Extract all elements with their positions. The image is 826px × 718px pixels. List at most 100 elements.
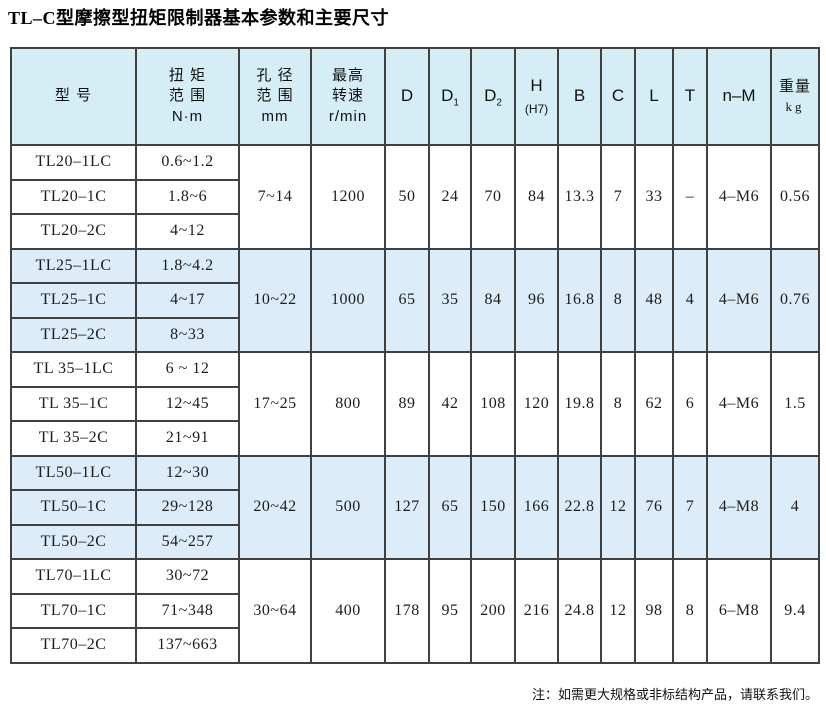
dim-d-cell: 50: [384, 144, 430, 250]
weight-cell: 4: [770, 454, 820, 560]
dim-b-cell: 22.8: [557, 454, 602, 560]
table-header: 型 号 扭 矩 范 围 N·m 孔 径 范 围 mm 最高 转速 r/min D…: [10, 47, 820, 146]
table-row: TL 35–1LC 6 ~ 12 17~25 800 89 42 108 120 19.8 8 62…: [10, 351, 820, 457]
dim-l-cell: 98: [634, 558, 674, 664]
dim-d1-cell: 24: [428, 144, 472, 250]
header-d1: D1: [428, 47, 472, 146]
header-h: H (H7): [514, 47, 559, 146]
dim-c-cell: 8: [600, 351, 636, 457]
dim-c-cell: 12: [600, 558, 636, 664]
model-cell: TL50–2C: [10, 523, 137, 560]
model-cell: TL70–2C: [10, 627, 137, 664]
header-h-tolerance: (H7): [524, 102, 549, 117]
model-cell: TL70–1LC: [10, 558, 137, 595]
table-row: TL50–1LC 12~30 20~42 500 127 65 150 166 22.8 12 76…: [10, 454, 820, 560]
dim-d1-cell: 35: [428, 247, 472, 353]
torque-range-cell: 54~257: [135, 523, 240, 560]
dim-l-cell: 76: [634, 454, 674, 560]
bore-range-cell: 10~22: [238, 247, 312, 353]
weight-cell: 0.56: [770, 144, 820, 250]
dim-d2-cell: 108: [470, 351, 516, 457]
model-cell: TL70–1C: [10, 592, 137, 629]
dim-d2-cell: 200: [470, 558, 516, 664]
bore-range-cell: 7~14: [238, 144, 312, 250]
dim-c-cell: 8: [600, 247, 636, 353]
table-row: TL25–1C 4~17: [10, 282, 819, 319]
torque-range-cell: 1.8~6: [135, 178, 240, 215]
max-speed-cell: 800: [310, 351, 386, 457]
header-d2: D2: [470, 47, 516, 146]
dim-l-cell: 62: [634, 351, 674, 457]
bolts-cell: 4–M6: [706, 144, 772, 250]
header-c: C: [600, 47, 636, 146]
dim-b-cell: 19.8: [557, 351, 602, 457]
model-cell: TL 35–1C: [10, 385, 137, 422]
model-cell: TL20–2C: [10, 213, 137, 250]
page-title: TL–C型摩擦型扭矩限制器基本参数和主要尺寸: [8, 8, 390, 28]
header-nm: n–M: [706, 47, 772, 146]
model-cell: TL 35–2C: [10, 420, 137, 457]
table-body: TL20–1LC 0.6~1.2 7~14 1200 50 24 70 84 13.3 7 33–4…: [10, 144, 820, 664]
bore-range-cell: 17~25: [238, 351, 312, 457]
dim-d2-cell: 150: [470, 454, 516, 560]
table-row: TL20–1LC 0.6~1.2 7~14 1200 50 24 70 84 13.3 7 33–4…: [10, 144, 820, 250]
model-cell: TL50–1C: [10, 489, 137, 526]
model-cell: TL25–1LC: [10, 247, 137, 284]
dim-d2-cell: 84: [470, 247, 516, 353]
table-row: TL 35–2C 21~91: [10, 420, 819, 457]
header-max-speed: 最高 转速 r/min: [310, 47, 386, 146]
bolts-cell: 6–M8: [706, 558, 772, 664]
header-bore-range: 孔 径 范 围 mm: [238, 47, 312, 146]
spec-table: 型 号 扭 矩 范 围 N·m 孔 径 范 围 mm 最高 转速 r/min D…: [10, 47, 820, 664]
table-row: TL50–2C 54~257: [10, 523, 819, 560]
table-row: TL70–1LC 30~72 30~64 400 178 95 200 216 24.8 12 98…: [10, 558, 820, 664]
dim-t-cell: 6: [672, 351, 708, 457]
table-row: TL50–1C 29~128: [10, 489, 819, 526]
dim-l-cell: 48: [634, 247, 674, 353]
dim-b-cell: 16.8: [557, 247, 602, 353]
dim-d1-cell: 42: [428, 351, 472, 457]
bolts-cell: 4–M8: [706, 454, 772, 560]
dim-t-cell: –: [672, 144, 708, 250]
weight-cell: 1.5: [770, 351, 820, 457]
max-speed-cell: 1200: [310, 144, 386, 250]
table-row: TL20–2C 4~12: [10, 213, 819, 250]
dim-b-cell: 13.3: [557, 144, 602, 250]
model-cell: TL25–1C: [10, 282, 137, 319]
dim-h-cell: 96: [514, 247, 559, 353]
model-cell: TL50–1LC: [10, 454, 137, 491]
bolts-cell: 4–M6: [706, 351, 772, 457]
table-row: TL70–1C 71~348: [10, 592, 819, 629]
model-cell: TL25–2C: [10, 316, 137, 353]
torque-range-cell: 12~30: [135, 454, 240, 491]
header-t: T: [672, 47, 708, 146]
dim-c-cell: 7: [600, 144, 636, 250]
dim-t-cell: 8: [672, 558, 708, 664]
torque-range-cell: 71~348: [135, 592, 240, 629]
dim-d2-cell: 70: [470, 144, 516, 250]
torque-range-cell: 12~45: [135, 385, 240, 422]
dim-h-cell: 166: [514, 454, 559, 560]
table-row: TL25–2C 8~33: [10, 316, 819, 353]
dim-d-cell: 127: [384, 454, 430, 560]
header-model: 型 号: [10, 47, 137, 146]
torque-range-cell: 21~91: [135, 420, 240, 457]
bolts-cell: 4–M6: [706, 247, 772, 353]
max-speed-cell: 500: [310, 454, 386, 560]
dim-d-cell: 178: [384, 558, 430, 664]
dim-b-cell: 24.8: [557, 558, 602, 664]
header-d: D: [384, 47, 430, 146]
dim-h-cell: 84: [514, 144, 559, 250]
header-weight-unit: kg: [785, 99, 805, 115]
torque-range-cell: 30~72: [135, 558, 240, 595]
dim-c-cell: 12: [600, 454, 636, 560]
table-row: TL70–2C 137~663: [10, 627, 819, 664]
dim-d-cell: 65: [384, 247, 430, 353]
dim-d-cell: 89: [384, 351, 430, 457]
header-weight: 重量 kg: [770, 47, 820, 146]
weight-cell: 0.76: [770, 247, 820, 353]
torque-range-cell: 6 ~ 12: [135, 351, 240, 388]
torque-range-cell: 1.8~4.2: [135, 247, 240, 284]
model-cell: TL 35–1LC: [10, 351, 137, 388]
header-b: B: [557, 47, 602, 146]
